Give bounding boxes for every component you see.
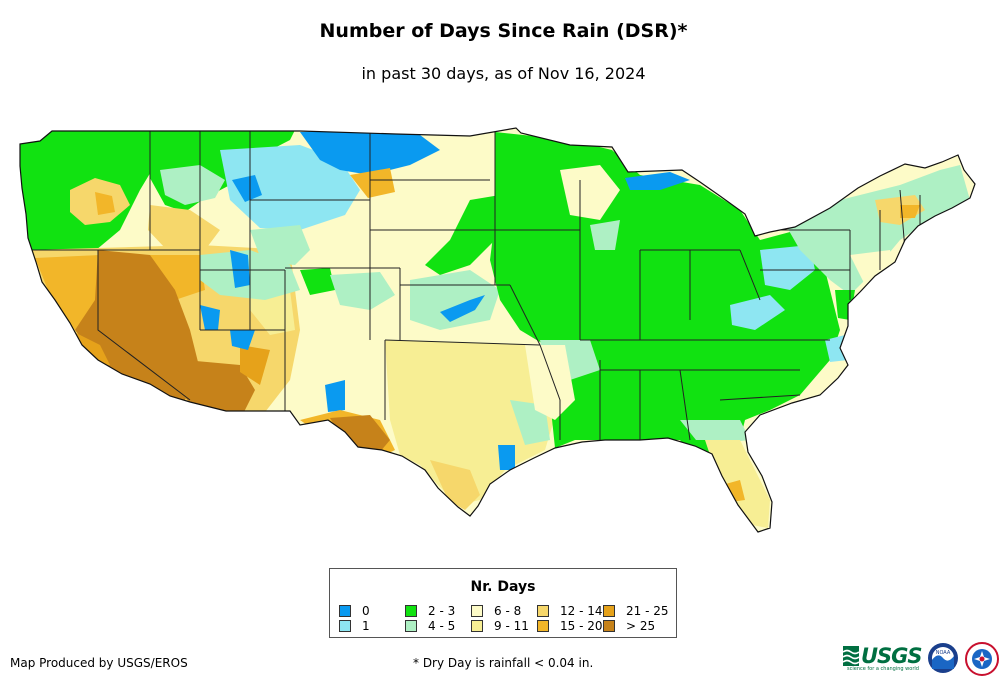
legend-swatch <box>339 604 351 617</box>
dry-day-footnote: * Dry Day is rainfall < 0.04 in. <box>413 656 594 670</box>
legend-item: 9 - 11 <box>471 618 537 633</box>
legend-item: 15 - 20 <box>537 618 603 633</box>
noaa-logo-icon: NOAA <box>928 643 958 673</box>
usgs-wave-icon <box>843 646 859 666</box>
legend-swatch <box>537 604 549 617</box>
legend-swatch <box>471 619 483 632</box>
legend-swatch <box>603 604 615 617</box>
legend-item: 0 <box>339 603 405 618</box>
legend-swatch <box>471 604 483 617</box>
legend-item: > 25 <box>603 618 669 633</box>
legend-item: 2 - 3 <box>405 603 471 618</box>
legend-swatch <box>405 619 417 632</box>
legend-swatch <box>537 619 549 632</box>
svg-text:NOAA: NOAA <box>936 650 951 656</box>
nws-logo-icon <box>965 642 999 676</box>
legend-item: 1 <box>339 618 405 633</box>
legend-title: Nr. Days <box>470 579 536 595</box>
agency-logos: USGS science for a changing world NOAA <box>843 638 1005 678</box>
legend-item: 21 - 25 <box>603 603 669 618</box>
legend-item: 6 - 8 <box>471 603 537 618</box>
map-title: Number of Days Since Rain (DSR)* <box>319 20 688 42</box>
legend-item: 12 - 14 <box>537 603 603 618</box>
usgs-logo: USGS <box>843 644 923 668</box>
legend-swatch <box>405 604 417 617</box>
legend-swatch <box>339 619 351 632</box>
usgs-logo-text: USGS <box>861 644 923 668</box>
map-subtitle: in past 30 days, as of Nov 16, 2024 <box>361 64 646 83</box>
legend-box: Nr. Days 0 2 - 3 6 - 8 12 - 14 21 - 25 1… <box>329 568 677 638</box>
legend-swatch <box>603 619 615 632</box>
legend-item: 4 - 5 <box>405 618 471 633</box>
legend-grid: 0 2 - 3 6 - 8 12 - 14 21 - 25 1 4 - 5 9 … <box>339 603 674 633</box>
us-drought-map <box>19 127 976 533</box>
usgs-tagline: science for a changing world <box>847 666 919 672</box>
map-credit: Map Produced by USGS/EROS <box>10 656 188 670</box>
